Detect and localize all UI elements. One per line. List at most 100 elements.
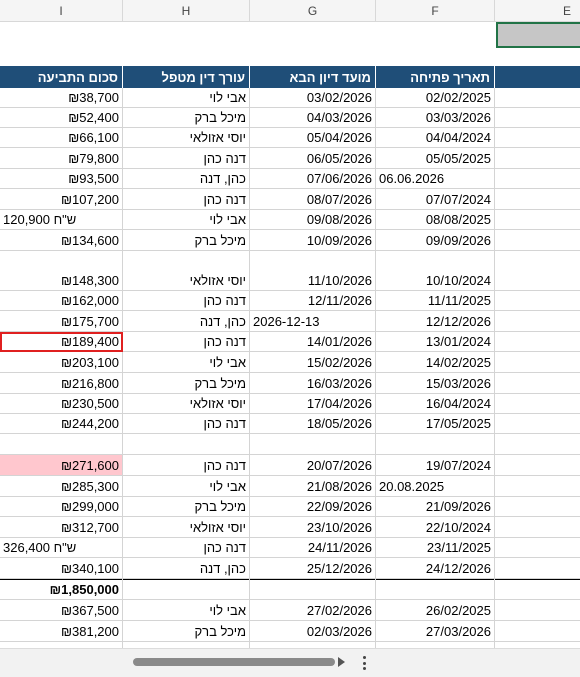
table-cell: דנה כהן [123, 291, 250, 311]
table-cell: "ש [495, 291, 580, 311]
table-cell: כהן, דנה [123, 311, 250, 332]
table-cell: 23/10/2026 [250, 517, 376, 538]
table-cell: ₪93,500 [0, 169, 123, 189]
table-cell: אבי לוי [123, 476, 250, 497]
table-cell: ₪216,800 [0, 373, 123, 394]
table-cell: 07/07/2024 [376, 189, 495, 210]
table-cell: אבי לוי [123, 352, 250, 373]
table-cell: יפה [495, 108, 580, 128]
table-cell: ₪52,400 [0, 108, 123, 128]
table-cell: מיכל ברק [123, 373, 250, 394]
table-cell: 05/04/2026 [250, 128, 376, 148]
table-cell: לעבודה [495, 311, 580, 332]
table-cell: 22/09/2026 [250, 497, 376, 517]
table-cell: 15/02/2026 [250, 352, 376, 373]
table-cell: יוסי אזולאי [123, 517, 250, 538]
table-cell: לעבודה [495, 169, 580, 189]
table-cell: "ש [495, 538, 580, 558]
table-cell: רכז [495, 476, 580, 497]
table-cell: ₪340,100 [0, 558, 123, 579]
table-cell: 12/12/2026 [376, 311, 495, 332]
table-header: עורך דין מטפל [123, 66, 250, 88]
table-cell: 18/05/2026 [250, 414, 376, 434]
table-cell: לעבודה [495, 558, 580, 579]
table-cell [495, 579, 580, 600]
table-cell: ₪230,500 [0, 394, 123, 414]
total-line [0, 578, 580, 580]
table-cell: דנה כהן [123, 414, 250, 434]
table-cell: ם [495, 128, 580, 148]
table-cell: רכז [495, 352, 580, 373]
table-cell: דנה כהן [123, 189, 250, 210]
table-cell: 09/08/2026 [250, 210, 376, 230]
table-cell [123, 579, 250, 600]
table-cell: 07/06/2026 [250, 169, 376, 189]
table-cell: 10/10/2024 [376, 251, 495, 291]
table-cell: 27/03/2026 [376, 621, 495, 642]
table-header: תאריך פתיחה [376, 66, 495, 88]
table-cell: ם [495, 394, 580, 414]
table-cell: ם [495, 251, 580, 291]
scroll-arrow[interactable] [338, 657, 345, 667]
more-button[interactable] [363, 656, 367, 670]
table-cell: ₪1,850,000 [0, 579, 123, 600]
table-cell: ₪38,700 [0, 88, 123, 108]
table-cell: ם [495, 517, 580, 538]
table-cell: 08/07/2026 [250, 189, 376, 210]
column-letter: F [376, 0, 495, 22]
table-cell: 08/08/2025 [376, 210, 495, 230]
table-cell [376, 434, 495, 455]
table-cell: מיכל ברק [123, 497, 250, 517]
table-cell: 02/03/2026 [250, 621, 376, 642]
table-cell: "ש [495, 148, 580, 169]
table-cell: 06/05/2026 [250, 148, 376, 169]
table-cell: 17/05/2025 [376, 414, 495, 434]
table-cell: רכז [495, 88, 580, 108]
table-cell: ₪148,300 [0, 251, 123, 291]
table-cell: ₪66,100 [0, 128, 123, 148]
table-cell: ₪271,600 [0, 455, 123, 476]
table-cell: 17/04/2026 [250, 394, 376, 414]
table-cell [250, 579, 376, 600]
table-cell: 24/11/2026 [250, 538, 376, 558]
table-cell: יוסי אזולאי [123, 394, 250, 414]
table-cell: ₪134,600 [0, 230, 123, 251]
table-cell: דנה כהן [123, 148, 250, 169]
table-cell: "א [495, 332, 580, 352]
table-cell: 19/07/2024 [376, 455, 495, 476]
table-header: ית משפט [495, 66, 580, 88]
table-cell: מיכל ברק [123, 621, 250, 642]
table-cell: ₪367,500 [0, 600, 123, 621]
table-cell: 21/08/2026 [250, 476, 376, 497]
table-cell: דנה כהן [123, 455, 250, 476]
scrollbar-thumb[interactable] [133, 658, 335, 666]
table-cell: 15/03/2026 [376, 373, 495, 394]
table-cell: 326,400 ש"ח [0, 538, 123, 558]
table-cell: 05/05/2025 [376, 148, 495, 169]
table-cell [376, 579, 495, 600]
table-cell: דנה כהן [123, 332, 250, 352]
table-cell: מיכל ברק [123, 108, 250, 128]
table-cell: 16/03/2026 [250, 373, 376, 394]
table-cell: דנה כהן [123, 538, 250, 558]
table-cell: 21/09/2026 [376, 497, 495, 517]
table-cell: רכז [495, 210, 580, 230]
table-cell [123, 434, 250, 455]
table-cell: 26/02/2025 [376, 600, 495, 621]
column-letter: G [250, 0, 376, 22]
column-letter: I [0, 0, 123, 22]
table-cell [0, 434, 123, 455]
table-cell: כהן, דנה [123, 169, 250, 189]
table-cell: ₪381,200 [0, 621, 123, 642]
table-cell: 09/09/2026 [376, 230, 495, 251]
selected-cell[interactable] [496, 22, 580, 48]
table-cell: ₪285,300 [0, 476, 123, 497]
column-letter: H [123, 0, 250, 22]
table-cell: ₪79,800 [0, 148, 123, 169]
table-cell: 2026-12-13 [250, 311, 376, 332]
table-cell: יוסי אזולאי [123, 128, 250, 148]
table-cell [250, 434, 376, 455]
table-cell: ₪107,200 [0, 189, 123, 210]
